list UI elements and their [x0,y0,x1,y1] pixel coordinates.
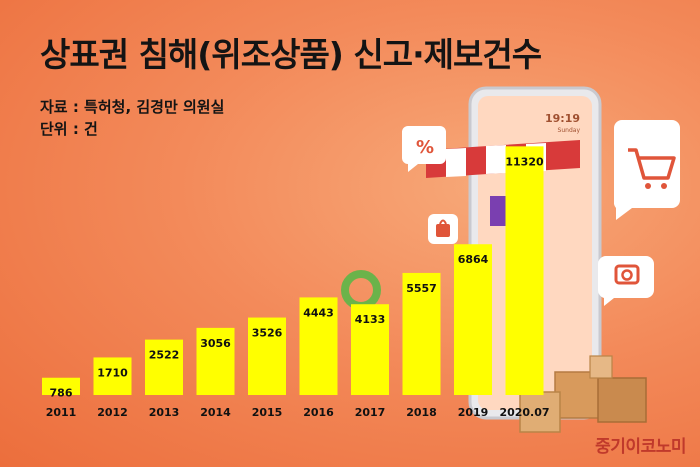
bar-2016 [299,297,338,395]
parcel-boxes-illustration [519,355,647,433]
data-label-2016: 4443 [303,306,334,319]
ring-illustration [341,270,381,310]
bar-2018 [402,272,441,395]
bar-2013 [145,339,183,395]
data-label-2017: 4133 [355,313,386,326]
data-label-2020.07: 11320 [505,155,544,168]
data-label-2011: 786 [50,387,73,400]
camera-icon [597,256,654,306]
bar-2017 [351,304,389,395]
chart-title: 상표권 침해(위조상품) 신고·제보건수 [40,35,542,74]
bar-2020.07 [505,146,544,395]
x-tick-label-2011: 2011 [46,406,77,419]
shopping-cart-icon [614,120,680,220]
phone-time: 19:19 [545,112,580,125]
x-tick-label-2020.07: 2020.07 [499,406,549,419]
x-tick-label-2014: 2014 [200,406,231,419]
x-axis-labels: 2011 2012 2013 2014 2015 2016 2017 2018 2019 2020… [46,406,550,419]
unit-note: 단위 : 건 [40,120,98,138]
data-label-2015: 3526 [252,327,283,340]
data-label-2013: 2522 [149,349,180,362]
bar-series [42,146,544,395]
x-tick-label-2015: 2015 [252,406,283,419]
brand-logo: 중기이코노미 [595,437,686,457]
data-label-2014: 3056 [200,337,231,350]
bar-2019 [454,244,492,395]
phone-day: Sunday [558,127,581,134]
x-tick-label-2012: 2012 [97,406,128,419]
data-label-2018: 5557 [406,282,437,295]
bar-2011 [42,377,80,395]
x-tick-label-2013: 2013 [149,406,180,419]
data-labels: 786 1710 2522 3056 3526 4443 4133 5557 6864 11320 [50,155,544,399]
svg-text:%: % [416,137,434,158]
x-tick-label-2016: 2016 [303,406,334,419]
x-tick-label-2018: 2018 [406,406,437,419]
bar-2015 [248,317,286,395]
source-note: 자료 : 특허청, 김경만 의원실 [40,98,225,116]
bar-2012 [93,357,132,395]
bar-2014 [196,327,235,395]
data-label-2012: 1710 [97,366,128,379]
shopping-bag-icon [428,214,458,244]
x-tick-label-2017: 2017 [355,406,386,419]
data-label-2019: 6864 [458,253,489,266]
percent-icon: % [402,126,446,172]
x-tick-label-2019: 2019 [458,406,489,419]
